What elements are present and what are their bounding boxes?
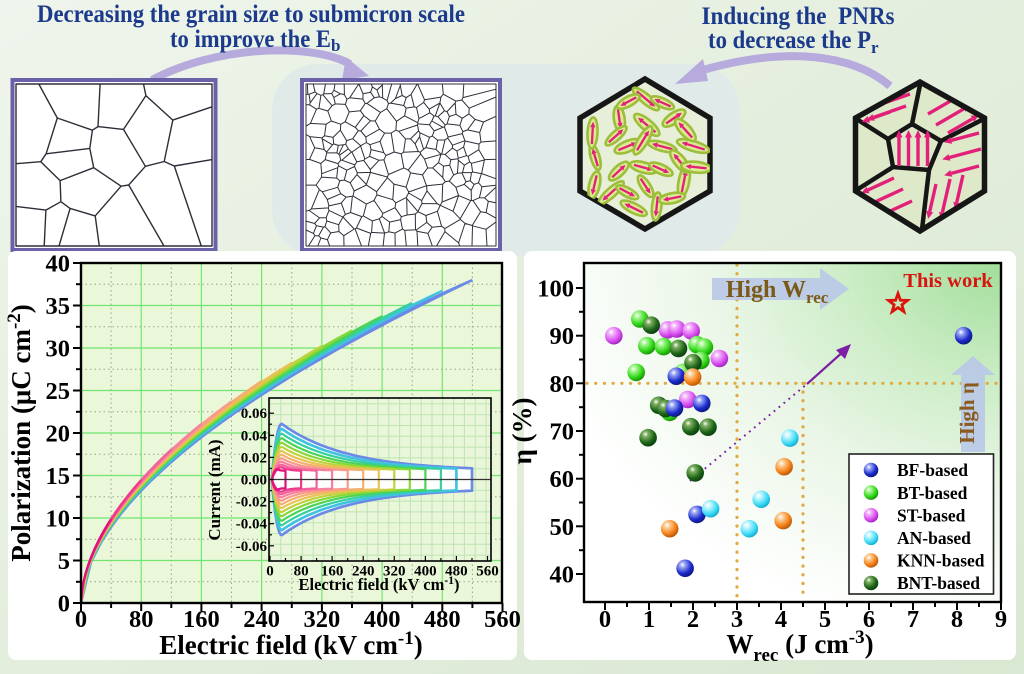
svg-text:BT-based: BT-based xyxy=(897,483,968,503)
svg-text:7: 7 xyxy=(907,606,919,633)
svg-text:90: 90 xyxy=(550,323,575,350)
svg-text:Polarization (μC cm-2): Polarization (μC cm-2) xyxy=(4,304,36,562)
svg-text:0: 0 xyxy=(58,591,70,618)
svg-text:0.06: 0.06 xyxy=(241,406,268,422)
svg-text:5: 5 xyxy=(819,606,831,633)
svg-text:80: 80 xyxy=(129,606,154,633)
svg-text:320: 320 xyxy=(304,606,341,633)
svg-text:8: 8 xyxy=(951,606,963,633)
svg-text:35: 35 xyxy=(46,293,71,320)
svg-text:160: 160 xyxy=(321,564,344,580)
svg-text:Electric field (kV cm-1): Electric field (kV cm-1) xyxy=(299,575,460,594)
svg-text:15: 15 xyxy=(46,463,71,490)
svg-text:η (%): η (%) xyxy=(507,397,537,464)
svg-text:400: 400 xyxy=(414,564,437,580)
svg-text:40: 40 xyxy=(550,562,575,589)
svg-text:60: 60 xyxy=(550,466,575,493)
svg-text:Decreasing the grain size to s: Decreasing the grain size to submicron s… xyxy=(37,1,465,28)
svg-text:0.02: 0.02 xyxy=(241,450,267,466)
svg-text:BNT-based: BNT-based xyxy=(897,573,980,593)
svg-text:KNN-based: KNN-based xyxy=(897,551,985,571)
svg-text:20: 20 xyxy=(46,421,71,448)
svg-text:-0.02: -0.02 xyxy=(236,495,267,511)
svg-text:40: 40 xyxy=(46,251,71,278)
svg-text:0.00: 0.00 xyxy=(241,473,267,489)
svg-text:Inducing the PNRs: Inducing the PNRs xyxy=(702,3,895,30)
svg-text:30: 30 xyxy=(46,336,71,363)
svg-text:0: 0 xyxy=(266,564,274,580)
svg-text:to improve the E: to improve the E xyxy=(170,26,331,53)
svg-text:25: 25 xyxy=(46,378,71,405)
svg-text:AN-based: AN-based xyxy=(897,528,971,548)
svg-text:100: 100 xyxy=(537,276,574,303)
svg-text:Current (mA): Current (mA) xyxy=(205,439,224,540)
svg-text:5: 5 xyxy=(58,548,70,575)
svg-text:BF-based: BF-based xyxy=(897,460,968,480)
svg-text:480: 480 xyxy=(445,564,468,580)
svg-text:b: b xyxy=(331,36,340,55)
svg-text:400: 400 xyxy=(364,606,401,633)
svg-text:80: 80 xyxy=(294,564,309,580)
svg-text:480: 480 xyxy=(424,606,461,633)
svg-text:9: 9 xyxy=(995,606,1007,633)
svg-text:50: 50 xyxy=(550,514,575,541)
svg-text:10: 10 xyxy=(46,506,71,533)
svg-text:-0.06: -0.06 xyxy=(236,539,268,555)
svg-text:2: 2 xyxy=(687,606,699,633)
svg-text:Electric field (kV cm-1): Electric field (kV cm-1) xyxy=(159,628,423,660)
svg-text:560: 560 xyxy=(476,564,499,580)
svg-text:High η: High η xyxy=(955,382,979,444)
svg-text:3: 3 xyxy=(731,606,743,633)
svg-text:560: 560 xyxy=(484,606,521,633)
svg-text:to decrease the P: to decrease the P xyxy=(708,27,871,54)
svg-text:1: 1 xyxy=(643,606,655,633)
svg-text:0: 0 xyxy=(599,606,611,633)
svg-text:r: r xyxy=(871,38,879,57)
svg-text:240: 240 xyxy=(243,606,280,633)
svg-text:0.04: 0.04 xyxy=(241,428,268,444)
svg-text:160: 160 xyxy=(183,606,220,633)
svg-text:320: 320 xyxy=(383,564,406,580)
svg-text:6: 6 xyxy=(863,606,875,633)
svg-text:80: 80 xyxy=(550,371,575,398)
svg-text:-0.04: -0.04 xyxy=(236,517,268,533)
svg-text:This work: This work xyxy=(903,270,993,292)
svg-text:4: 4 xyxy=(775,606,787,633)
svg-text:70: 70 xyxy=(550,419,575,446)
svg-text:240: 240 xyxy=(352,564,375,580)
svg-text:0: 0 xyxy=(75,606,87,633)
svg-text:ST-based: ST-based xyxy=(897,505,966,525)
